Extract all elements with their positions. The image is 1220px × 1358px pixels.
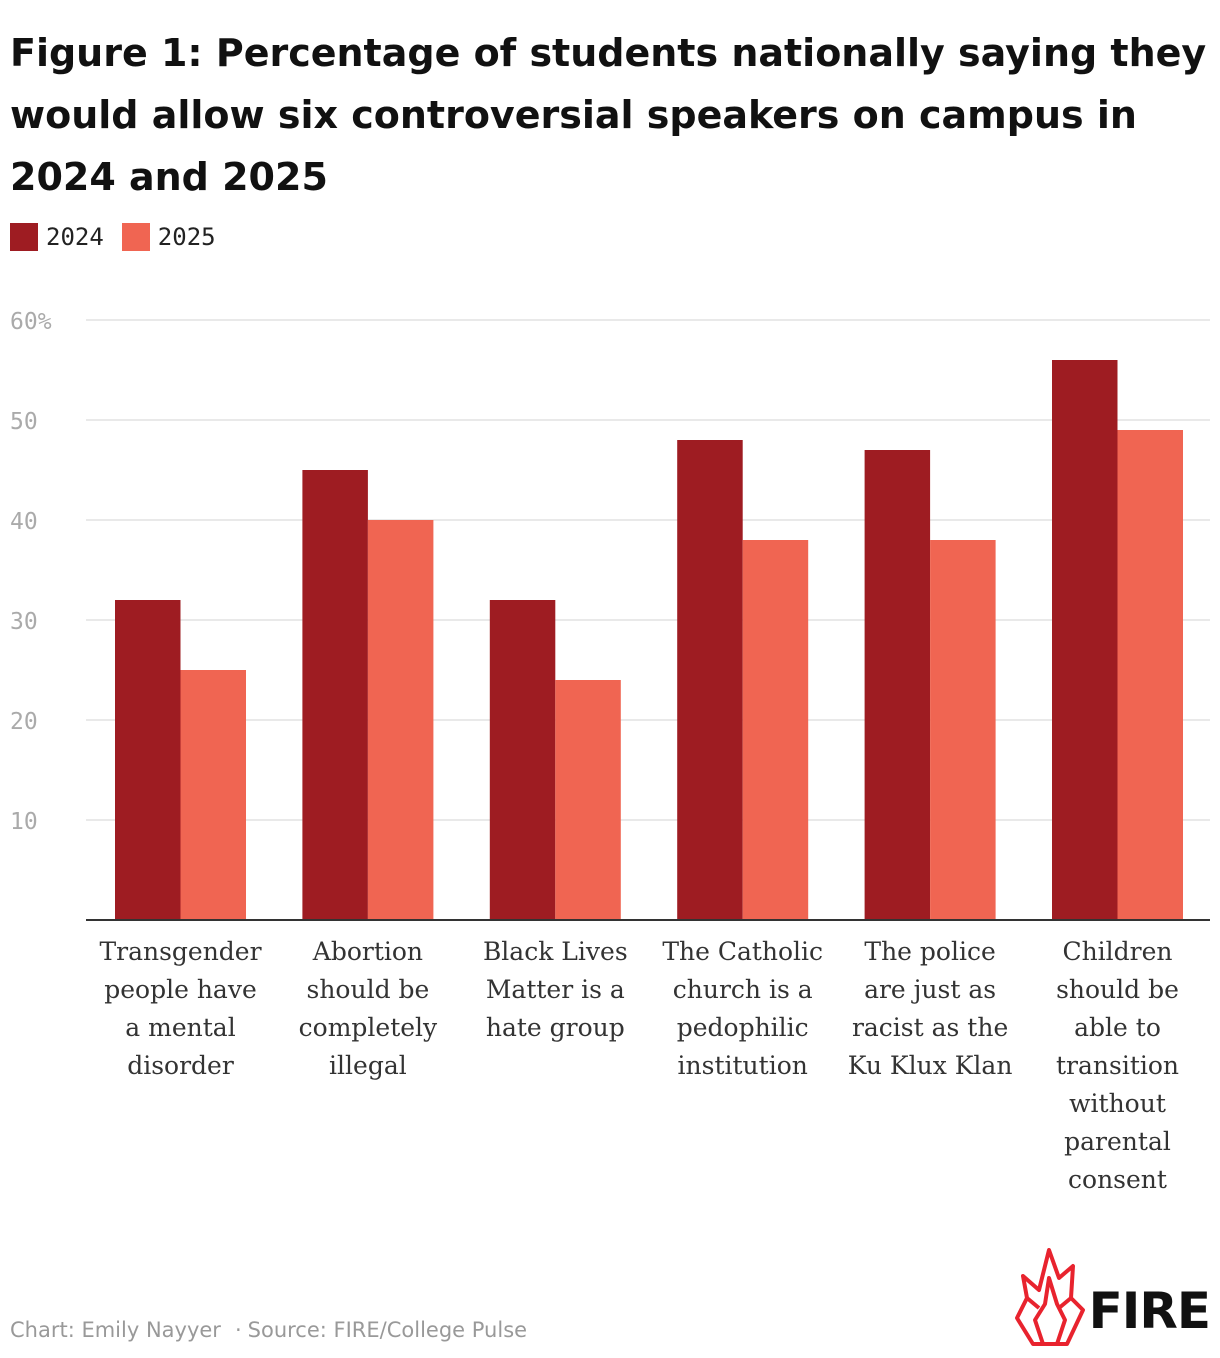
y-tick-label-60: 60% <box>10 309 52 335</box>
logo-text: FIRE <box>1088 1282 1211 1340</box>
bar-2025-category-4 <box>742 540 809 920</box>
chart-title: Figure 1: Percentage of students nationa… <box>10 31 1207 199</box>
bar-2024-category-4 <box>677 440 743 920</box>
legend-swatch-2024 <box>10 223 38 251</box>
bar-2025-category-5 <box>930 540 996 920</box>
bar-2025-category-2 <box>367 520 434 920</box>
x-tick-label-2: Abortion should be completely illegal <box>299 937 438 1080</box>
x-tick-label-line: Transgender <box>99 937 261 966</box>
x-tick-label-line: Matter is a <box>486 975 625 1004</box>
legend-label-2024: 2024 <box>46 223 104 251</box>
y-tick-label-10: 10 <box>10 809 38 835</box>
x-tick-label-line: should be <box>1056 975 1179 1004</box>
x-tick-label-line: able to <box>1074 1013 1161 1042</box>
x-tick-label-6: Children should be able to transition withou… <box>1056 937 1179 1194</box>
x-tick-label-1: Transgender people have a mental disorder <box>99 937 261 1080</box>
y-tick-label-30: 30 <box>10 609 38 635</box>
x-tick-label-line: The police <box>864 937 995 966</box>
bar-2024-category-6 <box>1052 360 1118 920</box>
y-tick-label-40: 40 <box>10 509 38 535</box>
legend-label-2025: 2025 <box>157 223 216 251</box>
x-tick-label-line: consent <box>1068 1165 1167 1194</box>
legend-item-2024: 2024 <box>10 223 104 251</box>
bar-2024-category-1 <box>115 600 181 920</box>
x-tick-label-3: Black Lives Matter is a hate group <box>483 937 628 1042</box>
x-tick-label-line: people have <box>104 975 257 1004</box>
x-tick-label-line: parental <box>1064 1127 1171 1156</box>
bar-chart: 60% 50 40 30 20 10 Transgender people have a men… <box>10 309 1210 1194</box>
x-tick-label-line: are just as <box>864 975 996 1004</box>
x-tick-label-line: disorder <box>127 1051 234 1080</box>
x-tick-label-line: Abortion <box>312 937 423 966</box>
x-tick-label-line: transition <box>1056 1051 1179 1080</box>
flame-icon <box>1014 1248 1085 1346</box>
chart-source: Source: FIRE/College Pulse <box>247 1318 528 1342</box>
bar-2025-category-1 <box>180 670 246 920</box>
fire-logo: FIRE <box>1013 1248 1211 1348</box>
x-tick-label-5: The police are just as racist as the Ku Klu… <box>848 937 1013 1080</box>
x-tick-label-line: a mental <box>125 1013 235 1042</box>
bar-2025-category-3 <box>555 680 621 920</box>
x-tick-label-line: The Catholic <box>662 937 823 966</box>
chart-footer: Chart: Emily Nayyer · Source: FIRE/College… <box>10 1318 527 1342</box>
y-tick-label-50: 50 <box>10 409 38 435</box>
chart-credit: Chart: Emily Nayyer <box>10 1318 221 1342</box>
x-tick-label-line: Ku Klux Klan <box>848 1051 1013 1080</box>
bar-2024-category-3 <box>489 600 556 920</box>
legend-swatch-2025 <box>121 223 150 251</box>
x-tick-label-line: Children <box>1062 937 1172 966</box>
bar-2024-category-2 <box>302 470 368 920</box>
x-tick-label-line: should be <box>306 975 429 1004</box>
x-tick-label-line: hate group <box>486 1013 625 1042</box>
x-tick-label-line: without <box>1069 1089 1166 1118</box>
x-tick-label-line: completely <box>299 1013 438 1042</box>
y-tick-label-20: 20 <box>10 709 38 735</box>
x-tick-label-line: church is a <box>673 975 813 1004</box>
x-tick-label-line: illegal <box>329 1051 407 1080</box>
footer-separator: · <box>234 1318 242 1342</box>
bar-2025-category-6 <box>1117 430 1183 920</box>
x-tick-label-line: institution <box>678 1051 808 1080</box>
x-tick-label-line: racist as the <box>852 1013 1008 1042</box>
x-tick-label-line: Black Lives <box>483 937 628 966</box>
chart-legend: 2024 2025 <box>10 222 234 252</box>
x-tick-label-4: The Catholic church is a pedophilic institu… <box>662 937 823 1080</box>
x-tick-label-line: pedophilic <box>677 1013 809 1042</box>
bar-2024-category-5 <box>864 450 931 920</box>
legend-item-2025: 2025 <box>121 223 216 251</box>
